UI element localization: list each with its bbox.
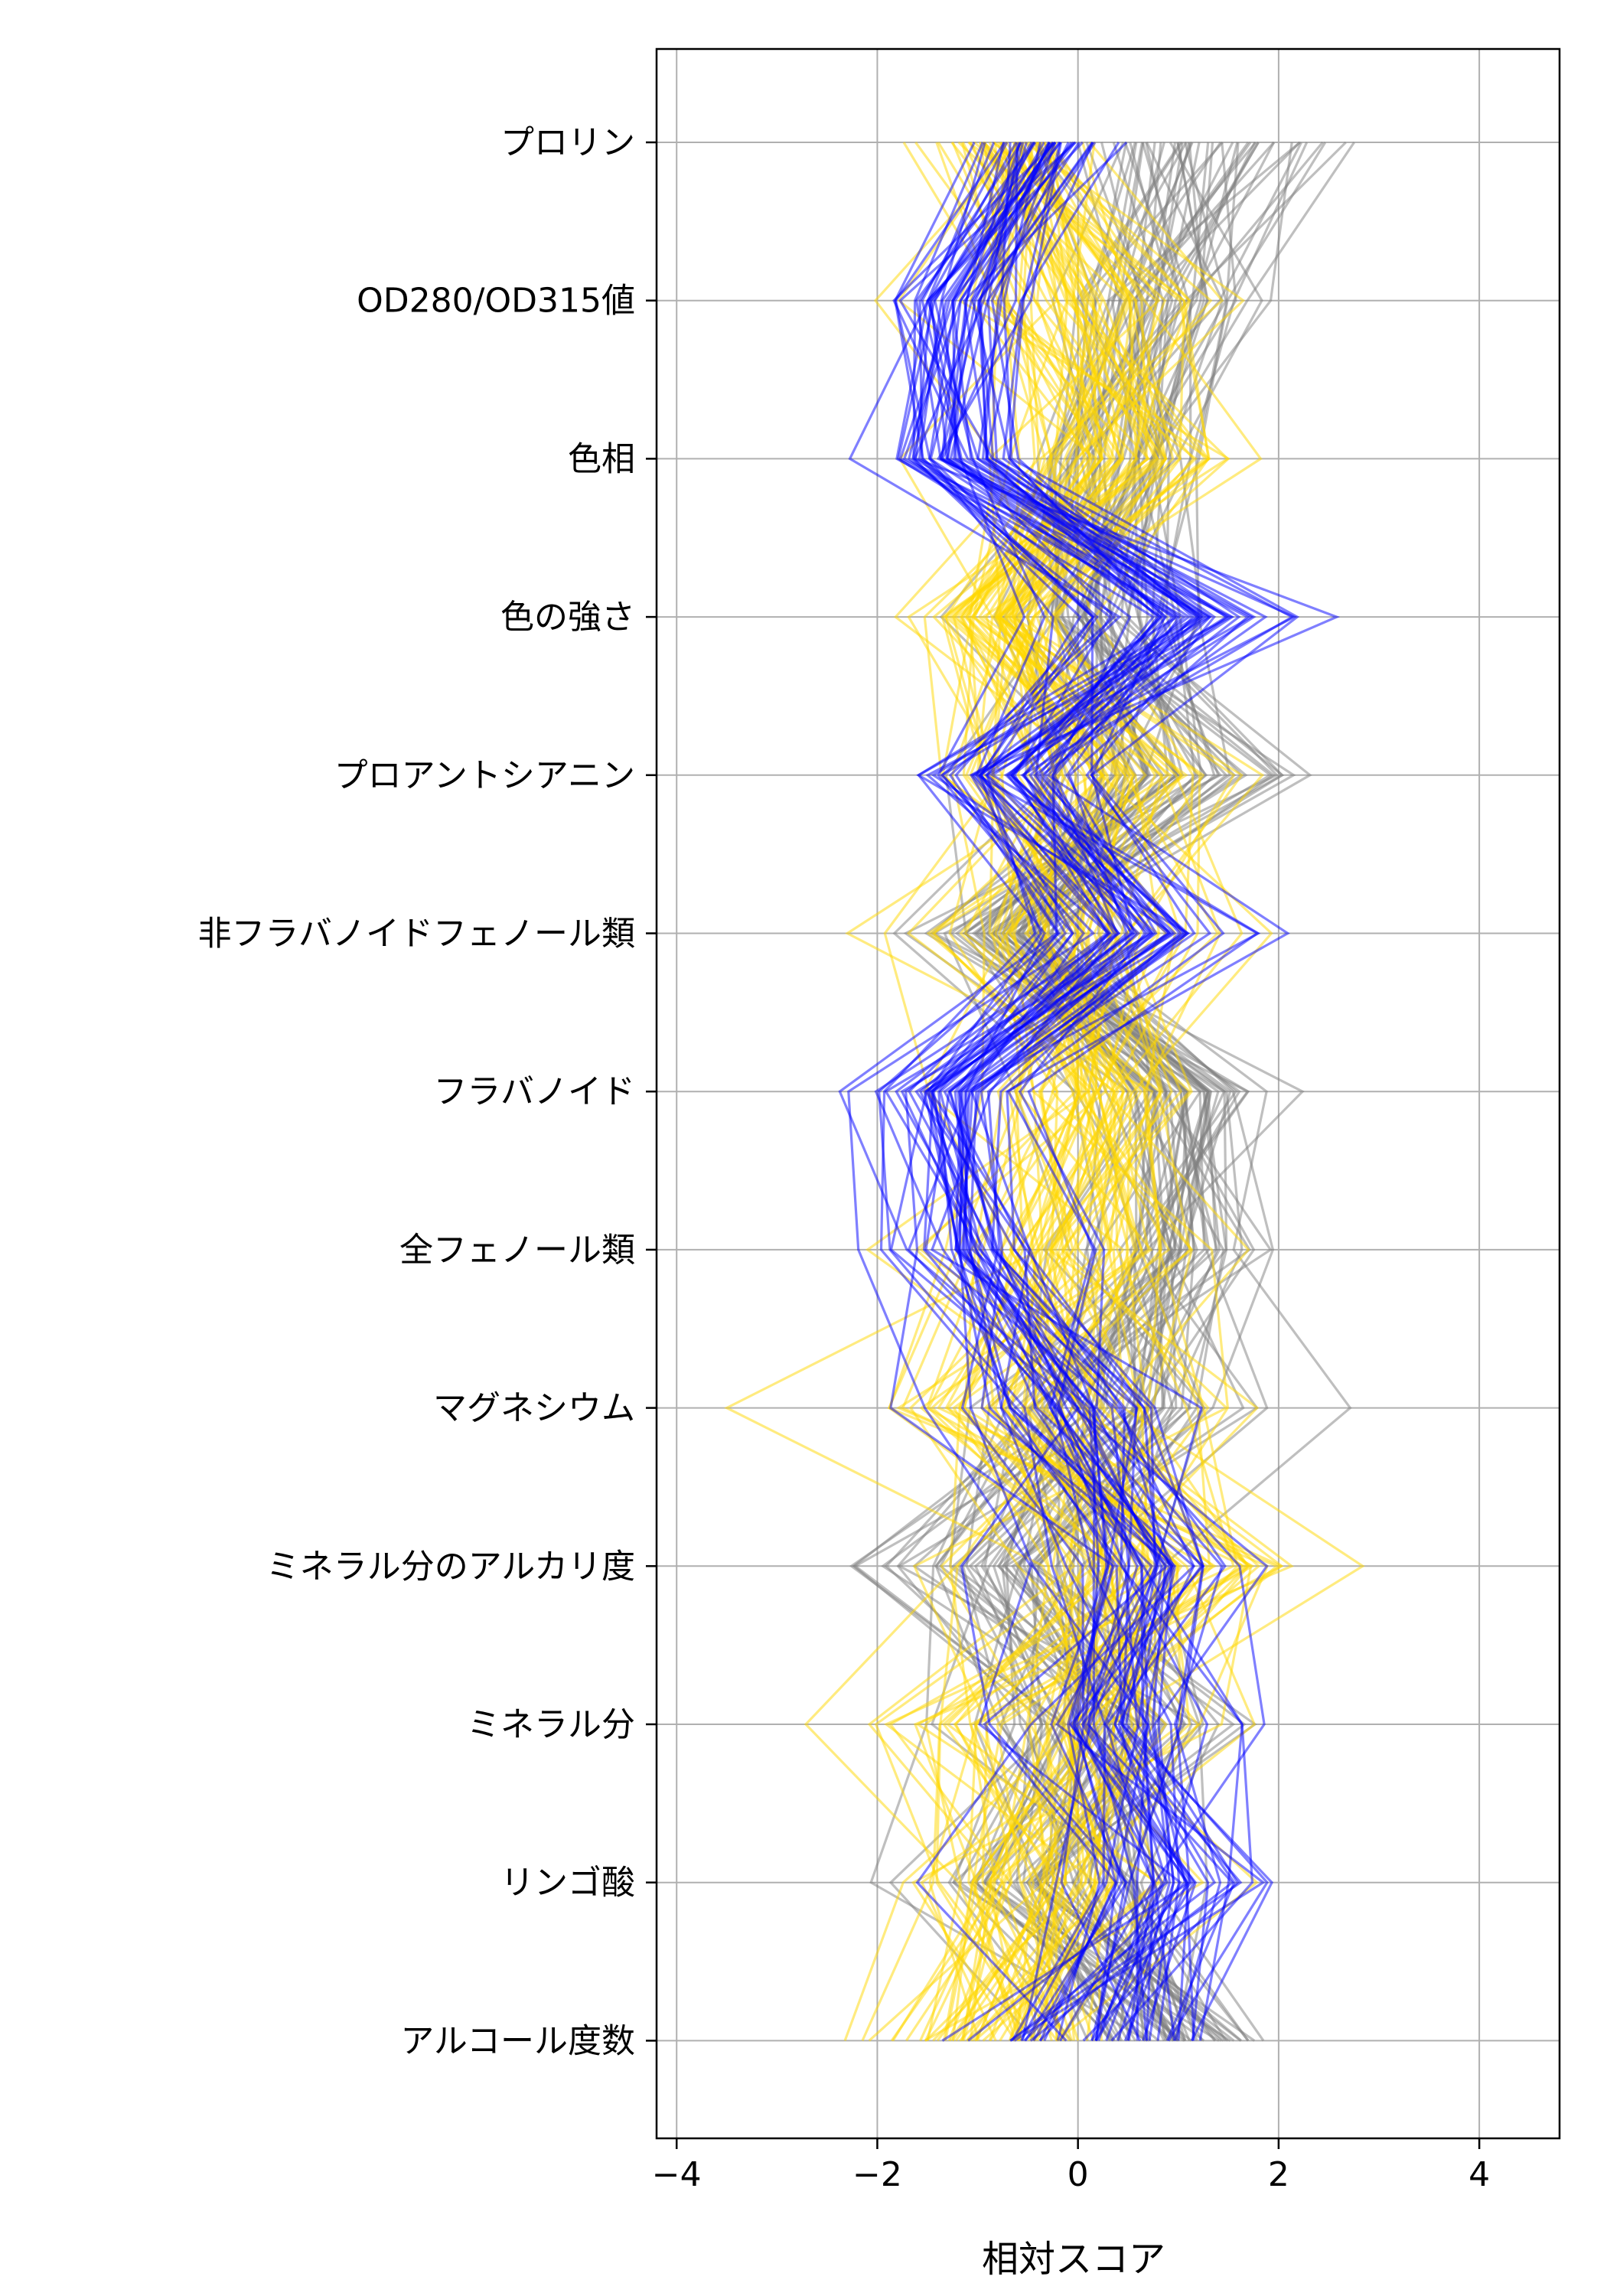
x-axis-label: 相対スコア	[982, 2238, 1165, 2281]
series-line	[804, 142, 1131, 2041]
series-line	[1000, 142, 1257, 2041]
series-line	[879, 142, 1169, 2041]
series-line	[914, 141, 1341, 2041]
series-line	[913, 142, 1295, 2041]
series-line	[924, 142, 1204, 2041]
series-line	[950, 142, 1290, 2042]
series-line	[954, 142, 1234, 2042]
plot-frame	[655, 47, 1561, 2140]
y-tick-label: ミネラル分	[467, 1705, 635, 1744]
x-tick-label: −4	[652, 2155, 702, 2194]
x-tick-label: 0	[1068, 2155, 1089, 2194]
series-line	[897, 142, 1209, 2041]
tick-marks	[646, 141, 1481, 2149]
series-line	[908, 142, 1168, 2042]
data-lines	[724, 141, 1365, 2042]
series-line	[1054, 142, 1352, 2042]
x-tick-label: −2	[852, 2155, 902, 2194]
series-line	[939, 142, 1250, 2041]
y-tick-label: ミネラル分のアルカリ度	[266, 1547, 635, 1586]
series-line	[980, 142, 1202, 2041]
series-line	[878, 142, 1107, 2042]
y-tick-label: 色の強さ	[500, 598, 635, 637]
series-line	[1002, 142, 1266, 2041]
y-tick-label: マグネシウム	[433, 1389, 635, 1428]
series-line	[902, 142, 1234, 2041]
y-tick-label: OD280/OD315値	[357, 282, 635, 321]
series-line	[924, 142, 1123, 2041]
series-line	[916, 142, 1191, 2042]
series-line	[986, 142, 1190, 2041]
series-line	[1009, 142, 1200, 2042]
y-tick-label: リンゴ酸	[500, 1864, 635, 1903]
y-tick-label: プロアントシアニン	[334, 756, 635, 795]
tick-labels: −4 −2 0 2 4 プロリン OD280/OD315値色相色の強さプロアントシアニン非フ…	[197, 123, 1490, 2194]
series-line	[952, 142, 1222, 2042]
y-tick-label: 全フェノール類	[399, 1231, 635, 1270]
x-tick-label: 4	[1468, 2155, 1490, 2194]
series-line	[897, 142, 1250, 2041]
y-tick-label: 色相	[568, 439, 635, 478]
series-line	[957, 142, 1208, 2042]
y-tick-label: 非フラバノイドフェノール類	[197, 915, 635, 954]
y-tick-label: プロリン	[500, 123, 635, 162]
series-line	[883, 142, 1235, 2042]
x-tick-label: 2	[1268, 2155, 1289, 2194]
series-line	[914, 142, 1257, 2041]
y-tick-label: フラバノイド	[433, 1072, 635, 1111]
series-line	[908, 142, 1254, 2041]
series-line	[953, 142, 1210, 2041]
y-tick-label: アルコール度数	[400, 2021, 635, 2060]
series-line	[845, 142, 1154, 2041]
series-line	[895, 142, 1114, 2041]
